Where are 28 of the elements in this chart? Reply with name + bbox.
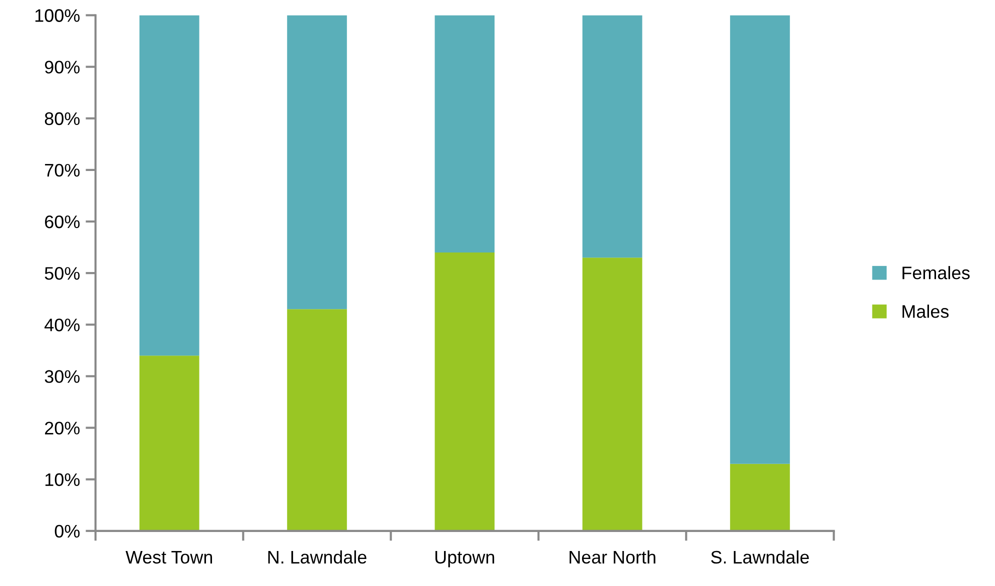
bar <box>582 15 642 258</box>
x-tick-label: West Town <box>126 551 212 564</box>
y-tick-label: 30% <box>44 370 80 383</box>
y-tick-label: 100% <box>35 9 80 22</box>
legend-label: Males <box>902 304 949 318</box>
bar <box>139 356 200 531</box>
bar <box>582 258 642 531</box>
y-tick-label: 50% <box>44 267 80 280</box>
bar <box>730 15 790 464</box>
bar <box>287 309 347 531</box>
x-tick-label: Near North <box>570 550 656 564</box>
y-tick-label: 20% <box>45 422 80 434</box>
y-tick-label: 40% <box>44 318 80 332</box>
y-tick-label: 70% <box>45 164 80 177</box>
bar <box>139 15 200 356</box>
x-tick-label: S. Lawndale <box>711 550 809 564</box>
y-tick-label: 90% <box>44 60 80 74</box>
y-tick-label: 60% <box>45 215 80 228</box>
x-tick-label: Uptown <box>435 551 494 568</box>
bar <box>434 252 495 531</box>
y-tick-label: 80% <box>44 112 80 126</box>
bar <box>730 464 790 531</box>
bar <box>287 15 347 310</box>
y-tick-label: 10% <box>45 473 80 486</box>
y-tick-label: 0% <box>54 524 80 538</box>
x-tick-label: N. Lawndale <box>268 550 366 564</box>
legend-label: Females <box>902 266 970 280</box>
bar <box>434 15 495 252</box>
